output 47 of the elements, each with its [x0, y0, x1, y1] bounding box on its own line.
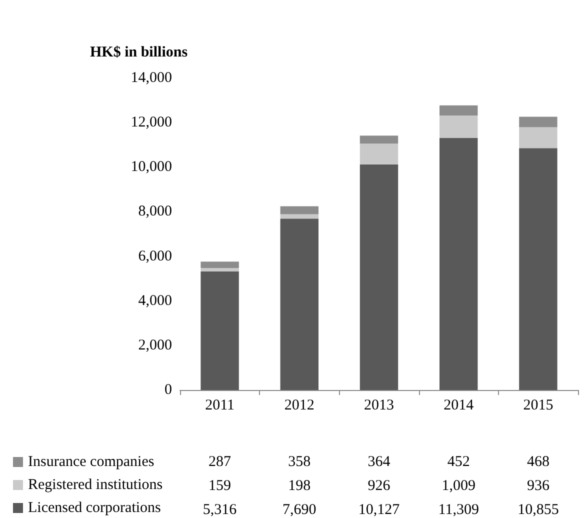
data-label: 5,316: [202, 502, 238, 518]
data-label: 198: [288, 478, 311, 494]
legend-label: Licensed corporations: [28, 500, 162, 516]
y-axis-title: HK$ in billions: [90, 44, 188, 60]
bar: [280, 218, 319, 390]
data-label: 468: [526, 454, 550, 470]
bar: [200, 268, 239, 272]
bar: [519, 127, 558, 148]
bar: [360, 144, 398, 164]
bar: [200, 262, 239, 268]
y-tick-label: 12,000: [130, 114, 172, 131]
data-label: 1,009: [442, 478, 476, 494]
y-tick-label: 6,000: [138, 248, 172, 264]
y-tick-label: 14,000: [130, 70, 172, 86]
data-label: 10,855: [518, 502, 559, 518]
data-label: 452: [447, 454, 470, 470]
y-tick-label: 8,000: [138, 204, 172, 220]
legend-label: Insurance companies: [28, 454, 154, 470]
data-label: 7,690: [282, 502, 316, 518]
x-tick-label: 2013: [364, 398, 394, 414]
data-label: 10,127: [358, 502, 400, 518]
bar: [519, 148, 558, 390]
data-label: 936: [526, 478, 550, 494]
data-label: 11,309: [438, 502, 479, 518]
legend-label: Registered institutions: [28, 477, 163, 493]
data-label: 926: [368, 478, 391, 494]
bar: [360, 136, 398, 144]
bar: [439, 115, 478, 138]
x-tick-label: 2011: [205, 398, 235, 414]
x-tick-label: 2012: [284, 398, 314, 414]
bar: [360, 164, 398, 390]
y-tick-label: 0: [164, 382, 172, 398]
y-tick-label: 10,000: [130, 159, 172, 176]
data-label: 287: [208, 454, 232, 470]
y-tick-label: 2,000: [138, 337, 172, 354]
bar: [439, 138, 478, 390]
x-tick-label: 2015: [523, 398, 554, 414]
bar: [439, 105, 478, 116]
bar: [519, 116, 558, 128]
bar: [280, 206, 319, 214]
data-label: 364: [368, 454, 391, 470]
bar: [280, 214, 319, 219]
data-label: 159: [208, 478, 232, 494]
x-tick-label: 2014: [444, 398, 474, 414]
bar: [200, 272, 239, 390]
data-label: 358: [288, 454, 311, 470]
y-tick-label: 4,000: [138, 292, 172, 309]
